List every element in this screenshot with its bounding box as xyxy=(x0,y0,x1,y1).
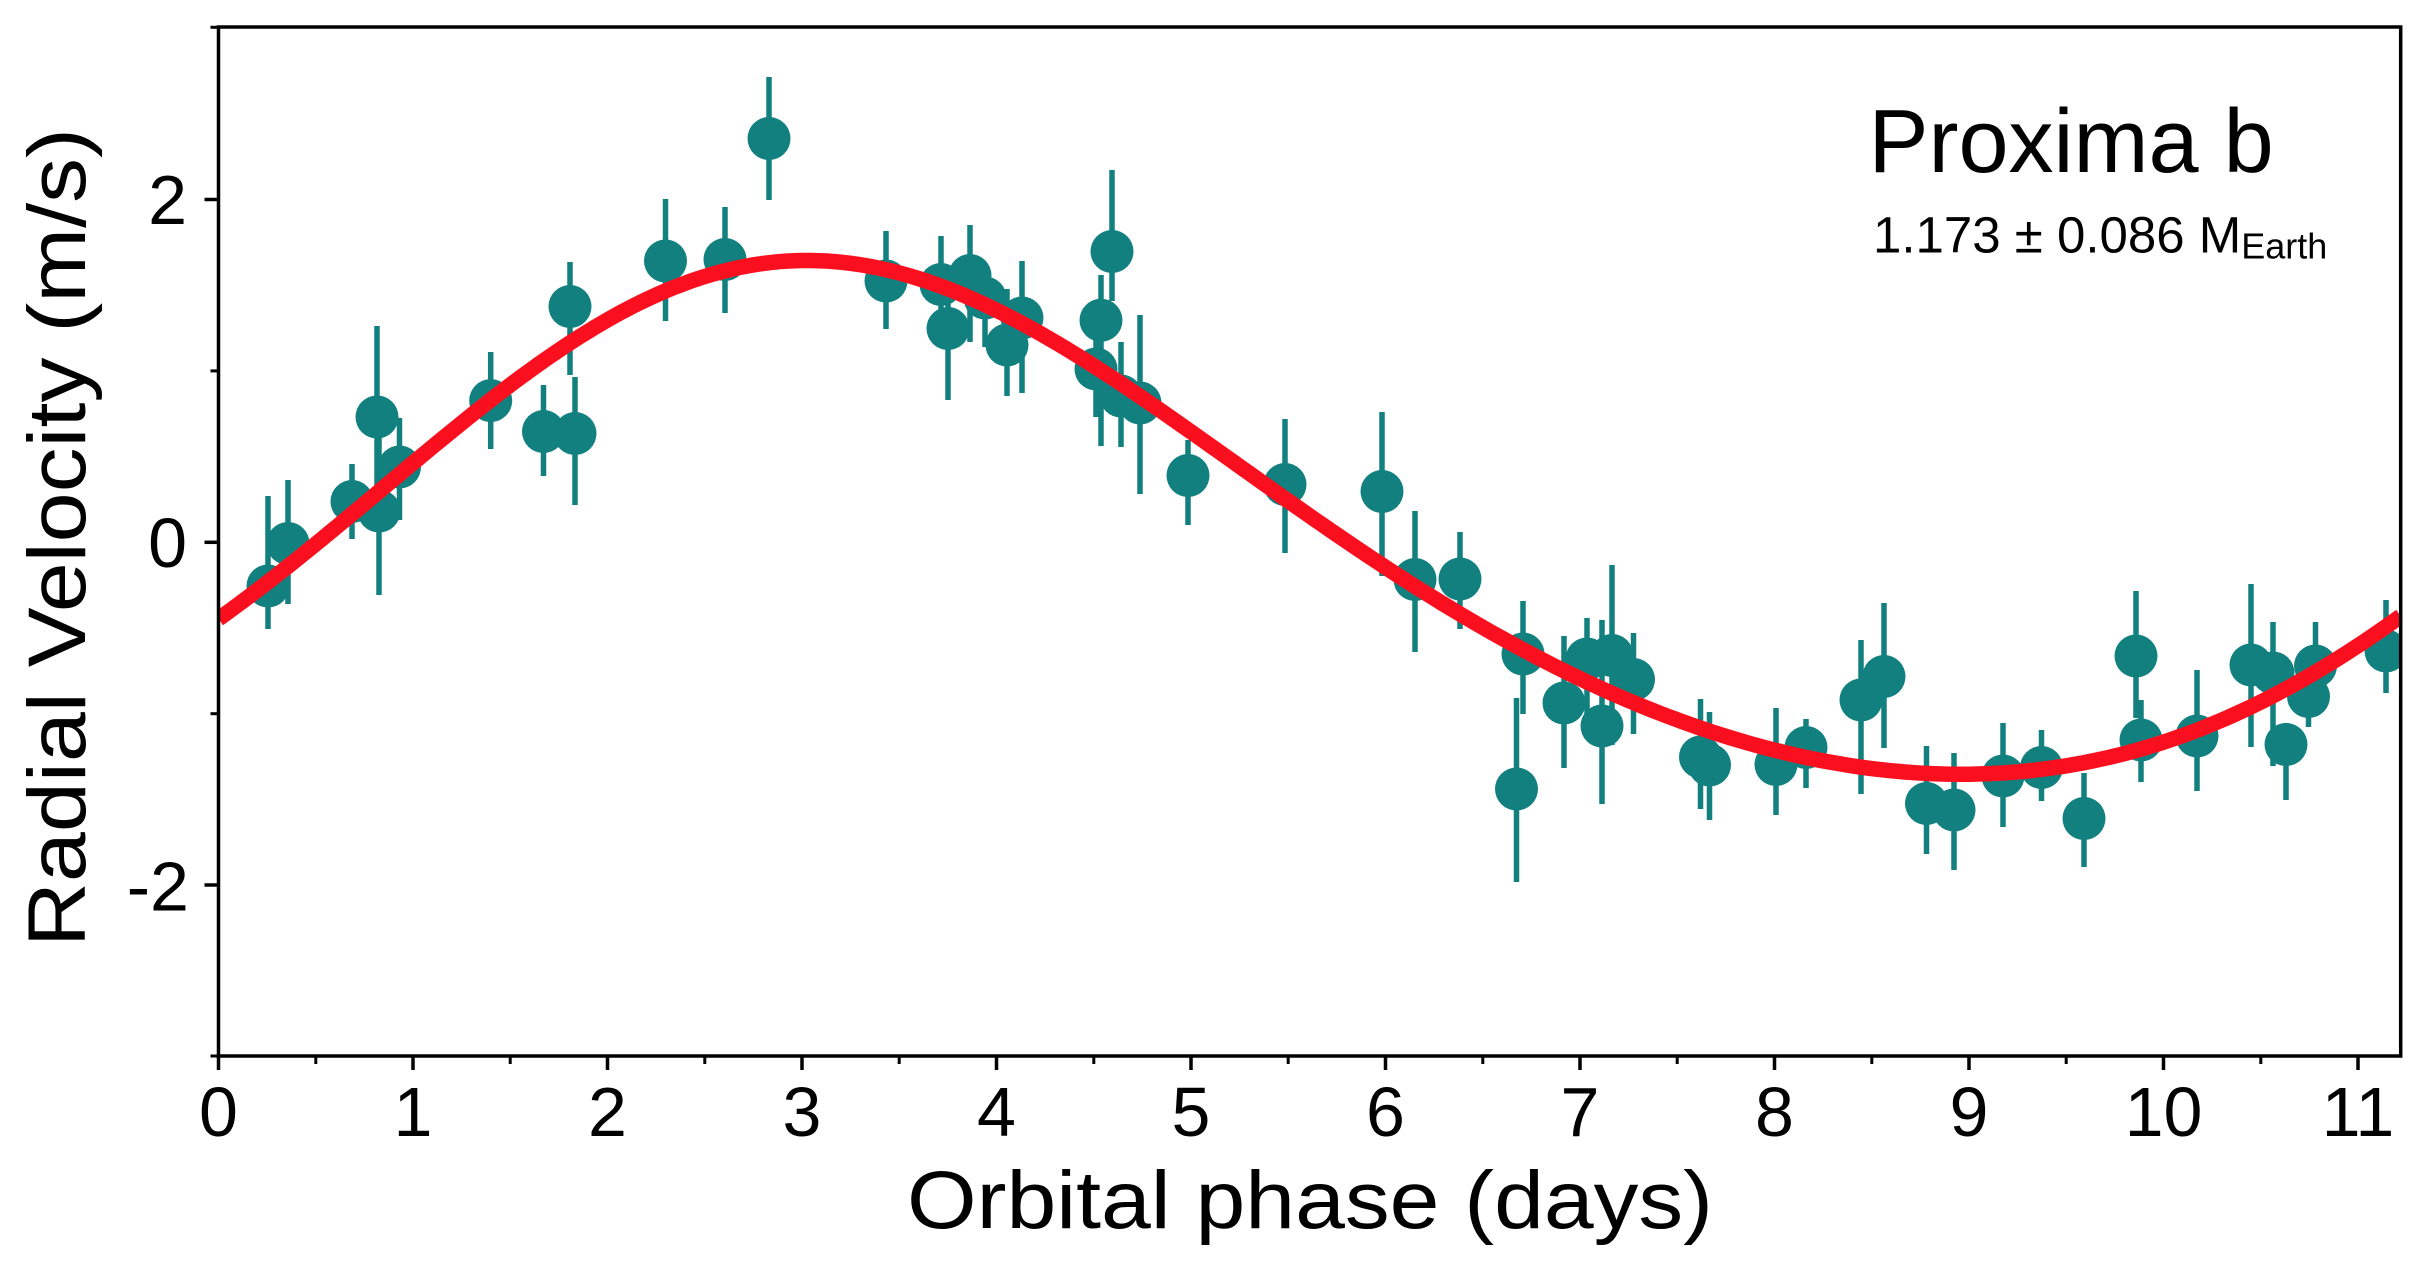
svg-text:2: 2 xyxy=(588,1073,627,1151)
svg-text:4: 4 xyxy=(977,1073,1016,1151)
svg-text:5: 5 xyxy=(1172,1073,1211,1151)
svg-text:Proxima b: Proxima b xyxy=(1869,92,2274,192)
svg-text:0: 0 xyxy=(148,504,187,582)
svg-text:Orbital phase (days): Orbital phase (days) xyxy=(907,1155,1713,1246)
svg-text:8: 8 xyxy=(1755,1073,1794,1151)
svg-text:0: 0 xyxy=(199,1073,238,1151)
svg-text:9: 9 xyxy=(1950,1073,1989,1151)
svg-text:-2: -2 xyxy=(127,848,189,926)
svg-text:3: 3 xyxy=(783,1073,822,1151)
svg-text:2: 2 xyxy=(148,161,187,239)
svg-text:Radial Velocity (m/s): Radial Velocity (m/s) xyxy=(12,128,103,947)
svg-text:6: 6 xyxy=(1366,1073,1405,1151)
svg-text:7: 7 xyxy=(1561,1073,1600,1151)
svg-text:11: 11 xyxy=(2322,1073,2395,1151)
svg-text:1: 1 xyxy=(394,1073,433,1151)
svg-text:10: 10 xyxy=(2125,1073,2203,1151)
